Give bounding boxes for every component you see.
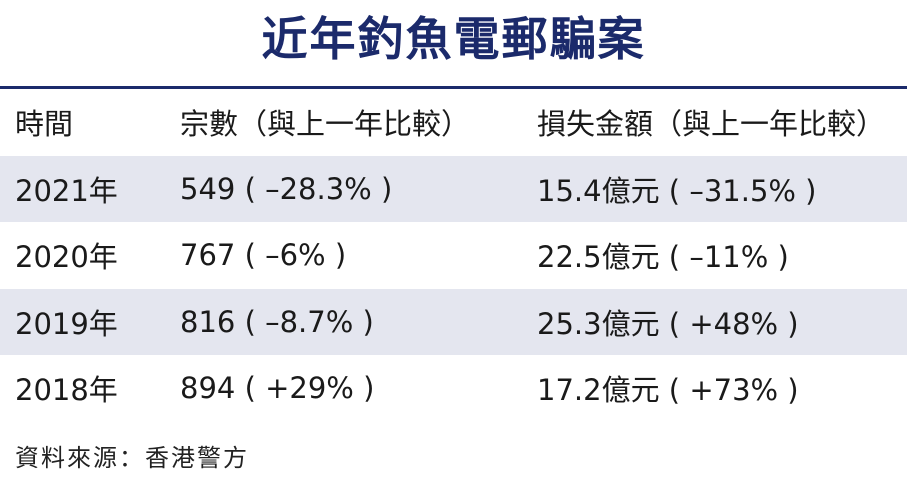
table-cell: 2020年 bbox=[15, 240, 118, 275]
table-cell: 549 ( –28.3% ) bbox=[180, 171, 393, 206]
table-cell: 25.3億元 ( +48% ) bbox=[537, 306, 799, 341]
table-row: 2021年 549 ( –28.3% ) 15.4億元 ( –31.5% ) bbox=[0, 155, 907, 222]
header-cell: 時間 bbox=[15, 107, 74, 142]
title-rule bbox=[0, 86, 907, 89]
table-cell: 22.5億元 ( –11% ) bbox=[537, 240, 789, 275]
title: 近年釣魚電郵騙案 bbox=[261, 12, 646, 66]
table-cell: 2019年 bbox=[15, 306, 118, 341]
table-row: 2020年 767 ( –6% ) 22.5億元 ( –11% ) bbox=[0, 222, 907, 289]
table-row: 2019年 816 ( –8.7% ) 25.3億元 ( +48% ) bbox=[0, 288, 907, 355]
table-cell: 17.2億元 ( +73% ) bbox=[537, 373, 799, 408]
table-cell: 767 ( –6% ) bbox=[180, 238, 347, 273]
table-row: 2018年 894 ( +29% ) 17.2億元 ( +73% ) bbox=[0, 355, 907, 422]
table-cell: 15.4億元 ( –31.5% ) bbox=[537, 173, 817, 208]
table-cell: 894 ( +29% ) bbox=[180, 371, 375, 406]
table: 時間 宗數（與上一年比較） 損失金額（與上一年比較） 2021年 549 ( –28.3… bbox=[0, 89, 907, 422]
table-cell: 2018年 bbox=[15, 373, 118, 408]
header-cell: 損失金額（與上一年比較） bbox=[537, 107, 886, 142]
table-cell: 2021年 bbox=[15, 173, 118, 208]
source-note: 資料來源：香港警方 bbox=[15, 444, 249, 472]
header-cell: 宗數（與上一年比較） bbox=[180, 107, 471, 142]
header-row: 時間 宗數（與上一年比較） 損失金額（與上一年比較） bbox=[0, 89, 907, 156]
table-cell: 816 ( –8.7% ) bbox=[180, 304, 374, 339]
